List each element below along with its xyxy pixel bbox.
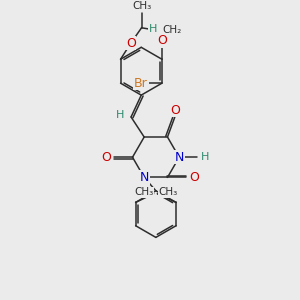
Text: CH₃: CH₃ — [132, 1, 151, 11]
Text: O: O — [126, 37, 136, 50]
Text: O: O — [189, 171, 199, 184]
Text: N: N — [140, 171, 149, 184]
Text: Br: Br — [134, 77, 148, 90]
Text: CH₂: CH₂ — [162, 25, 181, 35]
Text: CH₃: CH₃ — [134, 187, 153, 197]
Text: H: H — [116, 110, 124, 120]
Text: H: H — [201, 152, 209, 162]
Text: O: O — [170, 104, 180, 117]
Text: O: O — [157, 34, 167, 47]
Text: CH₃: CH₃ — [158, 187, 178, 197]
Text: O: O — [101, 151, 111, 164]
Text: N: N — [175, 151, 184, 164]
Text: H: H — [148, 24, 157, 34]
